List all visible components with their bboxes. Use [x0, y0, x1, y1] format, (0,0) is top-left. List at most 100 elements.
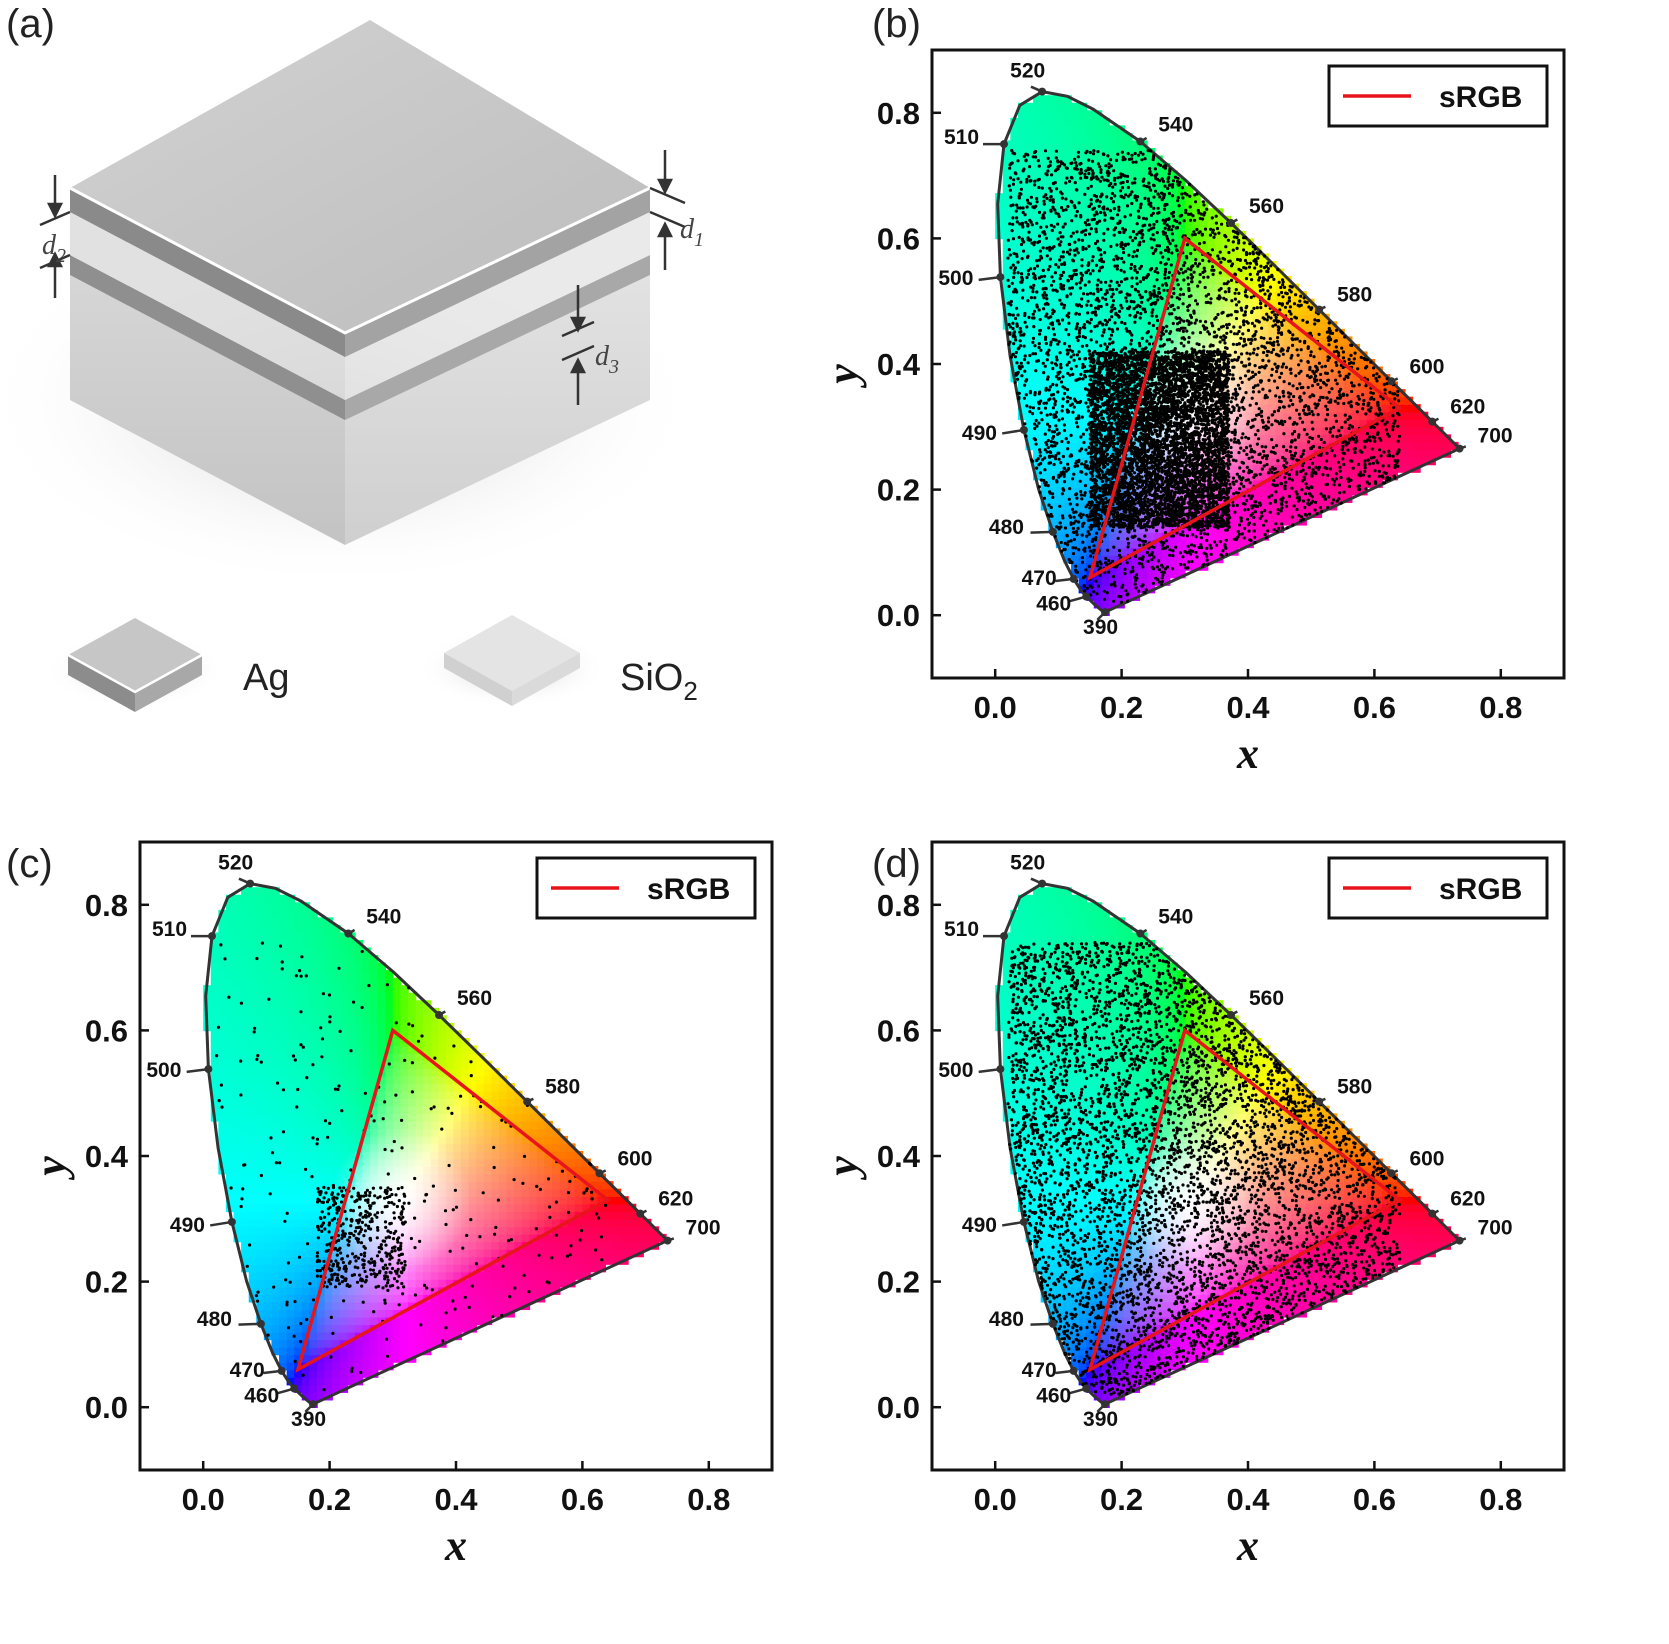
data-point	[1287, 404, 1291, 408]
data-point	[1299, 359, 1303, 363]
data-point	[1037, 185, 1041, 190]
data-point	[1092, 217, 1096, 221]
data-point	[1022, 344, 1026, 348]
data-point	[1169, 263, 1173, 267]
data-point	[1315, 511, 1319, 516]
data-point	[1346, 417, 1350, 422]
data-point	[1060, 262, 1064, 266]
data-point	[1098, 165, 1102, 169]
data-point	[1101, 296, 1105, 300]
sio2-bottom-left-face	[70, 275, 345, 545]
data-point	[1234, 397, 1238, 401]
data-point	[1013, 266, 1018, 270]
data-point	[1268, 285, 1273, 289]
data-point	[1059, 380, 1064, 384]
data-point	[1060, 196, 1064, 200]
data-point	[1087, 171, 1091, 176]
data-point	[1213, 421, 1217, 426]
data-point	[1299, 348, 1303, 352]
data-point	[1368, 435, 1372, 439]
data-point	[1084, 568, 1088, 572]
data-point	[1053, 362, 1058, 366]
data-point	[1073, 399, 1078, 403]
data-point	[1295, 472, 1299, 476]
data-point	[1095, 592, 1099, 596]
data-point	[1053, 271, 1057, 275]
data-point	[1085, 534, 1089, 538]
data-point	[1249, 295, 1253, 299]
data-point	[1282, 445, 1286, 449]
data-point	[1025, 177, 1029, 182]
data-point	[1058, 351, 1062, 355]
data-point	[1334, 345, 1338, 349]
data-point	[1085, 303, 1089, 307]
data-point	[1111, 574, 1116, 579]
data-point	[1170, 295, 1174, 299]
data-point	[1013, 380, 1017, 384]
data-point	[1099, 287, 1103, 292]
data-point	[1087, 349, 1091, 353]
data-point	[1190, 559, 1194, 564]
data-point	[1335, 349, 1339, 353]
data-point	[1068, 560, 1072, 565]
data-point	[1255, 442, 1259, 446]
data-point	[1235, 246, 1239, 250]
data-point	[1356, 394, 1360, 398]
data-point	[1113, 194, 1117, 198]
data-point	[1011, 321, 1015, 325]
data-point	[1289, 398, 1293, 403]
data-point	[1157, 244, 1162, 248]
data-point	[1291, 402, 1295, 407]
data-point	[1023, 369, 1027, 373]
data-point	[1071, 477, 1075, 481]
data-point	[1080, 297, 1084, 301]
data-point	[1233, 350, 1237, 354]
data-point	[1035, 200, 1039, 204]
data-point	[1228, 462, 1232, 466]
data-point	[1332, 483, 1336, 487]
data-point	[1135, 276, 1139, 280]
data-point	[1376, 431, 1380, 435]
data-point	[1037, 234, 1042, 238]
data-point	[1011, 222, 1015, 226]
data-point	[1088, 150, 1092, 155]
data-point	[1307, 503, 1311, 507]
data-point	[1140, 446, 1144, 450]
data-point	[1129, 338, 1134, 342]
data-point	[1227, 475, 1231, 479]
data-point	[1035, 466, 1039, 470]
data-point	[1297, 412, 1301, 416]
data-point	[1225, 282, 1229, 286]
data-point	[1104, 323, 1108, 327]
data-point	[1006, 278, 1010, 282]
data-point	[1075, 230, 1079, 234]
data-point	[1067, 557, 1071, 562]
data-point	[1148, 167, 1152, 171]
data-point	[1147, 321, 1151, 325]
data-point	[1030, 223, 1034, 227]
data-point	[1059, 282, 1063, 287]
data-point	[1314, 500, 1318, 504]
data-point	[1025, 275, 1029, 280]
d1-dimension	[649, 150, 686, 270]
data-point	[1202, 349, 1206, 353]
data-point	[1055, 480, 1059, 484]
data-point	[1041, 279, 1045, 283]
data-point	[1235, 403, 1239, 407]
data-point	[1149, 237, 1153, 241]
data-point	[1261, 420, 1265, 424]
data-point	[1119, 595, 1123, 599]
ag-lower-right-face	[345, 255, 650, 420]
data-point	[1086, 186, 1090, 190]
data-point	[1175, 249, 1179, 253]
data-point	[1202, 499, 1207, 503]
data-point	[1301, 452, 1305, 456]
data-point	[1154, 314, 1159, 318]
data-point	[1253, 535, 1257, 539]
data-point	[1373, 439, 1377, 443]
data-point	[1278, 375, 1282, 379]
data-point	[1199, 484, 1203, 488]
data-point	[1363, 445, 1367, 449]
data-point	[1244, 446, 1249, 450]
data-point	[1152, 153, 1156, 157]
